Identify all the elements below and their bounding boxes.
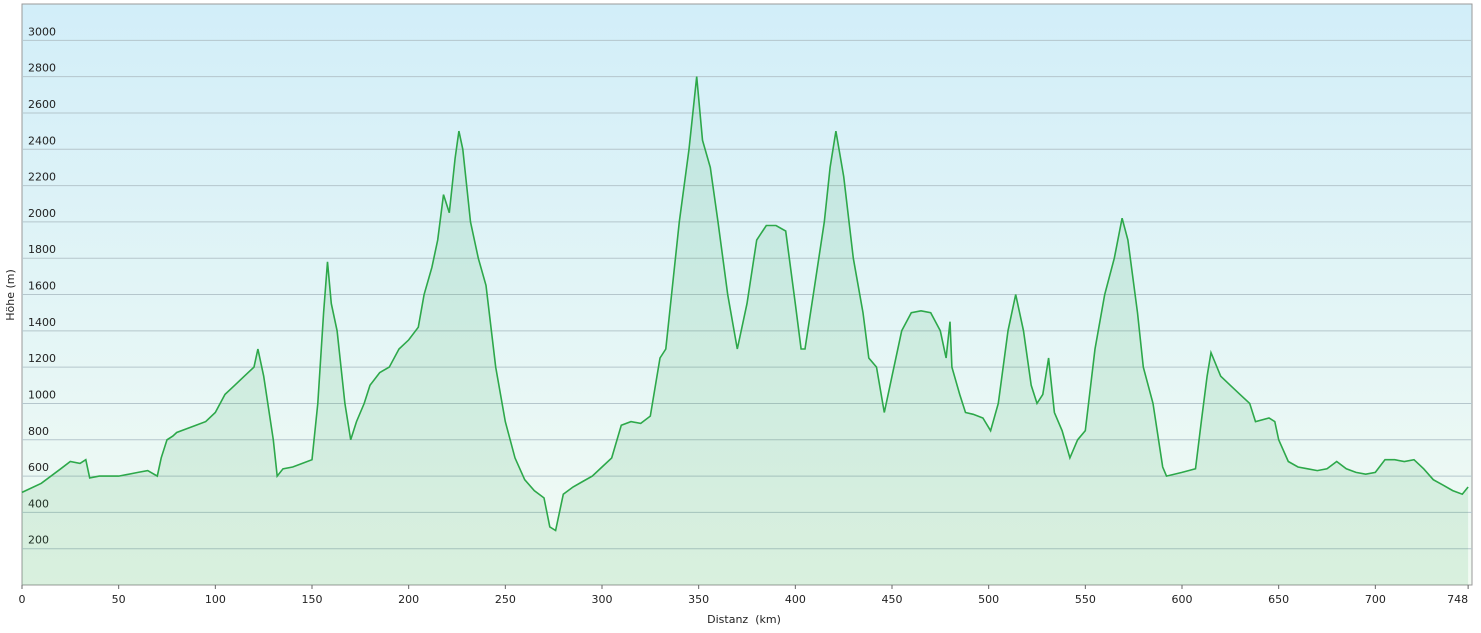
y-tick-label: 2800 bbox=[28, 62, 56, 75]
elevation-line bbox=[21, 76, 1469, 532]
y-tick-label: 2200 bbox=[28, 171, 56, 184]
x-tick-label: 250 bbox=[495, 593, 516, 606]
x-tick-label: 600 bbox=[1172, 593, 1193, 606]
y-tick-label: 1400 bbox=[28, 316, 56, 329]
x-tick-label: 650 bbox=[1268, 593, 1289, 606]
y-tick-label: 400 bbox=[28, 497, 49, 510]
y-axis-label: Höhe (m) bbox=[4, 269, 17, 321]
x-tick-label: 100 bbox=[205, 593, 226, 606]
x-tick-label: 748 bbox=[1447, 593, 1468, 606]
x-tick-label: 300 bbox=[592, 593, 613, 606]
area-fill bbox=[22, 76, 1469, 585]
x-tick-label: 700 bbox=[1365, 593, 1386, 606]
x-axis-label: Distanz (km) bbox=[707, 613, 781, 626]
x-tick-label: 450 bbox=[882, 593, 903, 606]
y-tick-label: 2000 bbox=[28, 207, 56, 220]
y-tick-label: 1200 bbox=[28, 352, 56, 365]
y-tick-label: 2400 bbox=[28, 134, 56, 147]
y-tick-label: 800 bbox=[28, 425, 49, 438]
y-tick-label: 1800 bbox=[28, 243, 56, 256]
x-tick-label: 400 bbox=[785, 593, 806, 606]
x-tick-label: 550 bbox=[1075, 593, 1096, 606]
y-tick-label: 3000 bbox=[28, 25, 56, 38]
y-tick-label: 600 bbox=[28, 461, 49, 474]
x-tick-label: 350 bbox=[688, 593, 709, 606]
x-tick-label: 500 bbox=[978, 593, 999, 606]
y-tick-label: 1000 bbox=[28, 388, 56, 401]
x-tick-label: 200 bbox=[398, 593, 419, 606]
y-tick-label: 200 bbox=[28, 534, 49, 547]
y-tick-label: 1600 bbox=[28, 280, 56, 293]
x-tick-label: 50 bbox=[112, 593, 126, 606]
x-tick-label: 150 bbox=[302, 593, 323, 606]
x-tick-label: 0 bbox=[19, 593, 26, 606]
y-tick-label: 2600 bbox=[28, 98, 56, 111]
